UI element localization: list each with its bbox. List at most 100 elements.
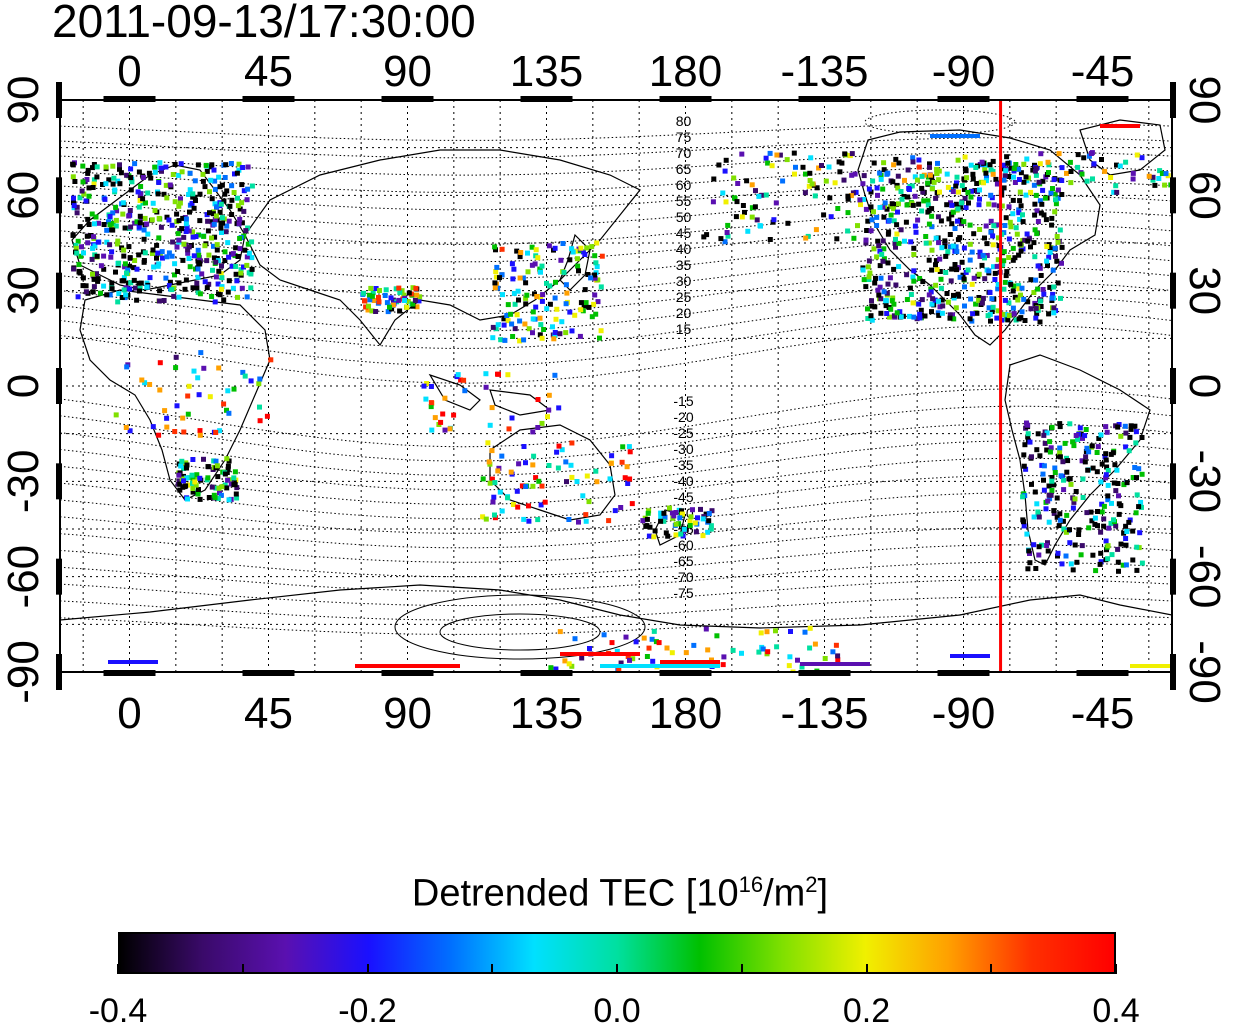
tec-point: [1031, 290, 1037, 295]
tec-point: [93, 214, 99, 220]
tec-point: [414, 292, 420, 298]
tec-point: [577, 333, 583, 339]
tec-point: [1101, 523, 1107, 529]
tec-point: [249, 183, 255, 189]
tec-point: [1018, 203, 1024, 209]
tec-point: [229, 183, 235, 189]
tec-point: [647, 524, 653, 530]
tec-point: [71, 200, 76, 206]
tec-point: [920, 189, 926, 195]
contour-label: -30: [673, 441, 693, 457]
tec-point: [396, 297, 402, 303]
tec-point: [1017, 189, 1023, 195]
tec-point: [237, 206, 243, 212]
tec-point: [910, 159, 916, 165]
tec-point: [1032, 254, 1038, 260]
tec-point: [161, 191, 167, 197]
tec-point: [970, 171, 976, 177]
tec-point: [1113, 488, 1119, 494]
tec-point: [1105, 543, 1111, 549]
tec-point: [968, 194, 974, 200]
tec-point: [179, 458, 185, 464]
tec-point: [533, 247, 539, 253]
tec-point: [180, 257, 186, 263]
tec-point: [167, 182, 173, 188]
tec-point: [235, 195, 240, 201]
tec-point: [147, 382, 153, 387]
tec-point: [96, 220, 102, 226]
tec-point: [593, 311, 599, 317]
tec-point: [756, 193, 762, 199]
tec-point: [1025, 299, 1031, 305]
tec-point: [894, 231, 900, 237]
tec-point: [537, 315, 543, 321]
tec-point: [172, 261, 178, 267]
tec-point: [1058, 473, 1064, 479]
frame-tick-bottom: [381, 670, 434, 676]
tec-point: [1068, 180, 1074, 186]
tec-point: [90, 271, 95, 277]
tec-point: [858, 202, 863, 208]
tec-point: [70, 162, 76, 168]
tec-point: [749, 205, 755, 211]
tec-point: [115, 238, 121, 244]
lon-label-bottom: -90: [932, 689, 996, 738]
tec-point: [239, 200, 245, 206]
tec-point: [222, 482, 228, 488]
tec-point: [79, 188, 85, 194]
tec-point: [176, 237, 182, 243]
tec-point: [878, 275, 884, 281]
tec-point: [432, 415, 438, 421]
frame-tick-left: [56, 654, 62, 690]
tec-point: [182, 286, 188, 292]
tec-point: [366, 292, 372, 298]
tec-point: [842, 151, 848, 157]
tec-point: [929, 224, 935, 230]
tec-point: [190, 194, 196, 200]
tec-point: [982, 276, 988, 282]
tec-point: [961, 219, 967, 225]
tec-point: [517, 338, 523, 344]
tec-point: [493, 269, 499, 274]
tec-point: [614, 648, 620, 654]
tec-point: [113, 217, 119, 223]
tec-point: [873, 275, 878, 281]
tec-point: [500, 292, 505, 298]
tec-point: [145, 190, 151, 196]
tec-point: [155, 250, 161, 256]
tec-point: [598, 328, 604, 334]
tec-point: [1136, 504, 1142, 510]
tec-point: [995, 286, 1001, 292]
tec-point: [1018, 170, 1024, 176]
tec-point: [181, 473, 186, 479]
tec-point: [1034, 501, 1040, 507]
tec-point: [216, 174, 222, 180]
tec-point: [158, 165, 164, 171]
tec-point: [669, 510, 675, 516]
tec-point: [552, 245, 558, 251]
tec-point: [952, 262, 958, 267]
tec-point: [1080, 435, 1085, 441]
tec-point: [918, 307, 924, 313]
tec-point: [1064, 170, 1069, 176]
tec-point: [179, 226, 185, 232]
tec-point: [578, 245, 584, 251]
tec-point: [124, 364, 130, 370]
tec-point: [499, 453, 505, 459]
tec-point: [1038, 151, 1044, 157]
tec-point: [1050, 291, 1056, 297]
contour-line: [60, 405, 1172, 462]
tec-point: [230, 285, 236, 291]
tec-point: [926, 221, 932, 227]
tec-point: [163, 182, 169, 188]
tec-point: [239, 285, 245, 291]
tec-point: [132, 161, 138, 167]
tec-point: [150, 247, 156, 253]
tec-point: [816, 165, 822, 171]
frame-tick-top: [937, 96, 990, 102]
tec-point: [927, 161, 932, 167]
tec-point: [124, 172, 130, 178]
tec-point: [987, 290, 993, 295]
tec-point: [1098, 529, 1104, 535]
tec-point: [101, 283, 107, 289]
